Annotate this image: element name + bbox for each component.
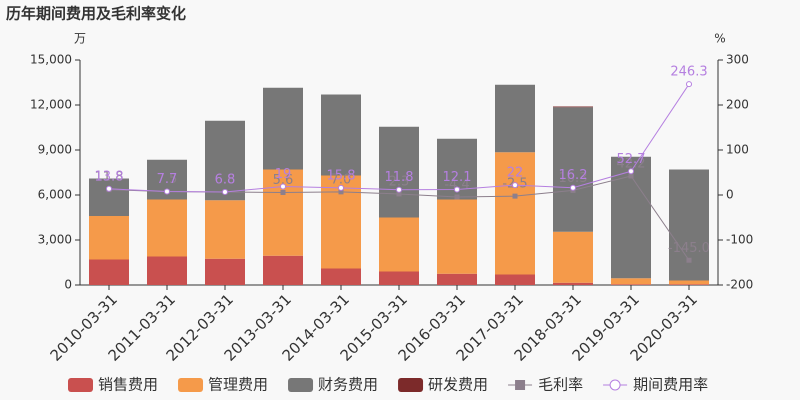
bar-segment	[611, 278, 651, 285]
legend-label: 毛利率	[538, 376, 583, 394]
data-label: 52.7	[617, 152, 646, 167]
marker	[454, 194, 460, 200]
bar-segment	[495, 274, 535, 285]
marker	[454, 186, 460, 193]
marker	[686, 257, 692, 263]
bar-segment	[437, 273, 477, 285]
bar-segment	[553, 282, 593, 285]
marker	[570, 184, 576, 191]
bar-segment	[495, 84, 535, 153]
data-label: 15.8	[327, 168, 356, 183]
marker	[164, 188, 170, 195]
marker	[280, 189, 286, 195]
data-label: 11.8	[385, 170, 414, 185]
legend-swatch	[398, 378, 424, 392]
bar-segment	[263, 87, 303, 170]
bar-segment	[553, 107, 593, 232]
bar-segment	[379, 217, 419, 272]
bar-segment	[669, 284, 709, 285]
data-label: 11.8	[95, 170, 124, 185]
marker	[338, 184, 344, 191]
bar-segment	[379, 271, 419, 285]
data-label: 7.5	[157, 172, 178, 187]
bar-segment	[147, 256, 187, 285]
legend-label: 财务费用	[318, 376, 378, 394]
marker	[338, 189, 344, 195]
data-label: 7.0	[331, 172, 352, 187]
y-tick-label: 15,000	[30, 53, 72, 67]
bar-segment	[89, 178, 129, 216]
legend-swatch	[288, 378, 314, 392]
y2-unit: %	[714, 32, 725, 46]
data-label: 16.2	[559, 168, 588, 183]
legend-swatch	[68, 378, 93, 392]
legend-label: 研发费用	[428, 376, 488, 394]
marker	[396, 186, 402, 193]
data-label: 246.3	[670, 65, 707, 80]
data-label: 10.3	[559, 171, 588, 186]
marker	[628, 173, 634, 179]
bar-segment	[379, 126, 419, 218]
data-label: 22	[507, 166, 524, 181]
marker	[222, 188, 228, 195]
y-tick-label: 3,000	[38, 233, 72, 247]
data-label: 6.8	[215, 172, 236, 187]
y-tick-label: 6,000	[38, 188, 72, 202]
marker	[686, 81, 692, 88]
y-unit: 万	[74, 32, 86, 46]
y-tick-label: 0	[64, 278, 72, 292]
bar-segment	[321, 94, 361, 176]
legend-label: 销售费用	[98, 376, 158, 394]
bar-segment	[205, 200, 245, 259]
marker	[106, 185, 112, 192]
chart-title: 历年期间费用及毛利率变化	[6, 5, 186, 23]
y-tick-label: 9,000	[38, 143, 72, 157]
marker	[280, 183, 286, 190]
legend-label: 管理费用	[208, 376, 268, 394]
legend-marker	[609, 379, 621, 391]
y2-tick-label: 200	[726, 98, 749, 112]
legend-swatch	[178, 378, 204, 392]
bar-segment	[495, 152, 535, 275]
data-label: 5.6	[273, 173, 294, 188]
bar-segment	[553, 231, 593, 283]
bar-segment	[669, 280, 709, 285]
marker	[628, 168, 634, 175]
y2-tick-label: 0	[726, 188, 734, 202]
bar-segment	[553, 106, 593, 108]
data-label: 19	[275, 167, 292, 182]
data-label: 7.7	[157, 172, 178, 187]
bar-segment	[611, 284, 651, 285]
data-label: -145.0	[668, 241, 710, 256]
y2-tick-label: 100	[726, 143, 749, 157]
bar-segment	[263, 255, 303, 285]
data-label: 13.8	[95, 169, 124, 184]
bar-segment	[147, 199, 187, 257]
marker	[512, 182, 518, 189]
data-label: 6.6	[215, 173, 236, 188]
legend-label: 期间费用率	[633, 376, 708, 394]
legend-marker	[515, 380, 526, 390]
bar-segment	[669, 169, 709, 281]
y2-tick-label: -200	[726, 278, 753, 292]
bar-segment	[89, 216, 129, 260]
bar-segment	[205, 120, 245, 201]
y-tick-label: 12,000	[30, 98, 72, 112]
y2-tick-label: 300	[726, 53, 749, 67]
data-label: 2.3	[389, 174, 410, 189]
marker	[512, 193, 518, 199]
bar-segment	[205, 258, 245, 285]
bar-segment	[321, 268, 361, 285]
marker	[396, 191, 402, 197]
y2-tick-label: -100	[726, 233, 753, 247]
bar-segment	[437, 199, 477, 274]
data-label: 12.1	[443, 170, 472, 185]
bar-segment	[89, 259, 129, 285]
